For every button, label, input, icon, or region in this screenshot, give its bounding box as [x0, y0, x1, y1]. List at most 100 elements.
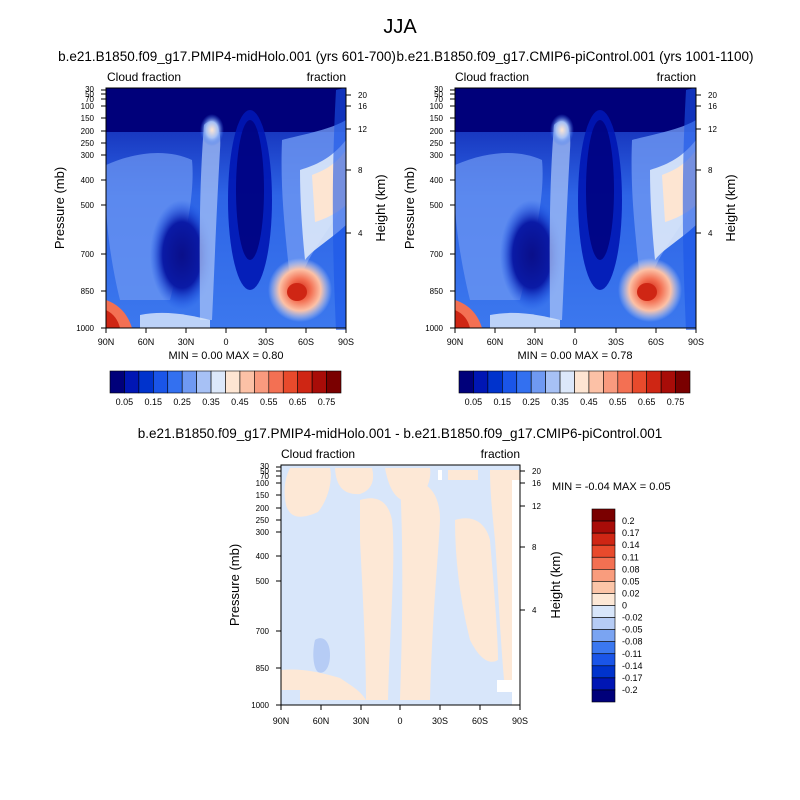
left-label: Cloud fraction	[107, 70, 181, 84]
panel-title: b.e21.B1850.f09_g17.PMIP4-midHolo.001 (y…	[58, 49, 396, 64]
y-axis: 30 50 70 100 150 200 250 300 400 500 700…	[227, 462, 281, 710]
y-tick-label: 250	[430, 139, 444, 148]
y-tick-label: 500	[430, 201, 444, 210]
colorbar-box	[675, 370, 691, 394]
colorbar-box	[181, 370, 197, 394]
colorbar-box	[588, 370, 604, 394]
left-label: Cloud fraction	[455, 70, 529, 84]
y2-axis-title: Height (km)	[373, 174, 388, 241]
y-tick-label: 300	[81, 151, 95, 160]
y2-tick-label: 16	[358, 102, 367, 111]
colorbar-box	[591, 544, 616, 558]
y-tick-label: 500	[256, 577, 270, 586]
colorbar-label: 0.05	[116, 397, 134, 407]
colorbar-box	[153, 370, 169, 394]
y-tick-label: 200	[430, 127, 444, 136]
colorbar-label: 0.17	[622, 528, 640, 538]
colorbar-label: -0.11	[622, 649, 642, 659]
x-tick-label: 90S	[512, 716, 528, 726]
colorbar-label: -0.05	[622, 625, 643, 635]
colorbar-label: 0.14	[622, 540, 640, 550]
colorbar-box	[591, 605, 616, 618]
colorbar-box	[225, 370, 241, 394]
colorbar-box	[591, 520, 616, 534]
x-tick-label: 90S	[688, 337, 704, 347]
y-tick-label: 250	[81, 139, 95, 148]
y-tick-label: 30	[434, 85, 443, 94]
x-tick-label: 30N	[178, 337, 195, 347]
colorbar-box	[591, 593, 616, 606]
y-tick-label: 850	[430, 287, 444, 296]
colorbar-box	[603, 370, 619, 394]
y2-axis-title: Height (km)	[548, 551, 563, 618]
y-tick-label: 100	[256, 479, 270, 488]
contour-field	[281, 465, 520, 705]
y-tick-label: 70	[260, 472, 269, 481]
x-tick-label: 30S	[432, 716, 448, 726]
x-tick-label: 30S	[258, 337, 274, 347]
colorbar-label: 0.05	[465, 397, 483, 407]
x-tick-label: 60N	[487, 337, 504, 347]
colorbar-labels: 0.05 0.15 0.25 0.35 0.45 0.55 0.65 0.75	[116, 397, 336, 407]
colorbar-label: -0.17	[622, 673, 643, 683]
y-tick-label: 850	[256, 664, 270, 673]
x-tick-label: 30N	[353, 716, 370, 726]
x-tick-label: 30N	[527, 337, 544, 347]
min-max-text: MIN = 0.00 MAX = 0.80	[169, 350, 284, 362]
x-axis: 90N 60N 30N 0 30S 60S 90S	[98, 328, 354, 347]
colorbar-box	[591, 569, 616, 582]
colorbar-label: 0.65	[638, 397, 656, 407]
y2-axis: 20 16 12 8 4 Height (km)	[520, 467, 563, 619]
colorbar-labels: 0.05 0.15 0.25 0.35 0.45 0.55 0.65 0.75	[465, 397, 685, 407]
panel-3: b.e21.B1850.f09_g17.PMIP4-midHolo.001 - …	[138, 426, 671, 726]
right-label: fraction	[307, 70, 346, 84]
y-tick-label: 100	[430, 102, 444, 111]
colorbar-box	[591, 508, 616, 522]
y-tick-label: 250	[256, 516, 270, 525]
colorbar-box	[138, 370, 154, 394]
y-tick-label: 1000	[425, 324, 443, 333]
contour-field	[106, 88, 346, 330]
panel-2: b.e21.B1850.f09_g17.CMIP6-piControl.001 …	[397, 49, 754, 407]
y-axis-title: Pressure (mb)	[402, 167, 417, 249]
colorbar-label: 0.25	[522, 397, 540, 407]
x-tick-label: 90N	[273, 716, 290, 726]
colorbar-box	[268, 370, 284, 394]
colorbar-box	[574, 370, 590, 394]
x-axis: 90N 60N 30N 0 30S 60S 90S	[273, 705, 528, 726]
colorbar-label: -0.08	[622, 637, 643, 647]
y-tick-label: 200	[256, 504, 270, 513]
y-tick-label: 30	[85, 85, 94, 94]
y2-axis: 20 16 12 8 4 Height (km)	[346, 91, 388, 242]
colorbar-label: -0.2	[622, 685, 638, 695]
colorbar-label: 0.55	[609, 397, 627, 407]
colorbar-label: 0.65	[289, 397, 307, 407]
x-tick-label: 60N	[138, 337, 155, 347]
y-tick-label: 50	[260, 467, 269, 476]
x-tick-label: 60S	[298, 337, 314, 347]
colorbar-box	[591, 653, 616, 667]
colorbar-box	[591, 629, 616, 642]
colorbar-box	[591, 617, 616, 630]
y2-tick-label: 20	[532, 467, 541, 476]
x-tick-label: 90S	[338, 337, 354, 347]
y2-tick-label: 8	[708, 166, 713, 175]
right-label: fraction	[657, 70, 696, 84]
y-tick-label: 300	[256, 528, 270, 537]
y2-axis-title: Height (km)	[723, 174, 738, 241]
colorbar-box	[502, 370, 518, 394]
y-tick-label: 1000	[251, 701, 269, 710]
y2-tick-label: 12	[708, 125, 717, 134]
colorbar: 0.05 0.15 0.25 0.35 0.45 0.55 0.65 0.75	[109, 370, 342, 407]
y-tick-label: 150	[81, 114, 95, 123]
y-tick-label: 70	[85, 95, 94, 104]
y2-tick-label: 20	[358, 91, 367, 100]
colorbar-label: 0.2	[622, 516, 635, 526]
y-tick-label: 500	[81, 201, 95, 210]
colorbar-labels: 0.2 0.17 0.14 0.11 0.08 0.05 0.02 0 -0.02 -0.05 -0…	[622, 516, 643, 695]
colorbar-label: 0	[622, 601, 627, 611]
colorbar-box	[646, 370, 662, 394]
panel-title: b.e21.B1850.f09_g17.CMIP6-piControl.001 …	[397, 49, 754, 64]
panel-title: b.e21.B1850.f09_g17.PMIP4-midHolo.001 - …	[138, 426, 663, 441]
colorbar-box	[282, 370, 298, 394]
